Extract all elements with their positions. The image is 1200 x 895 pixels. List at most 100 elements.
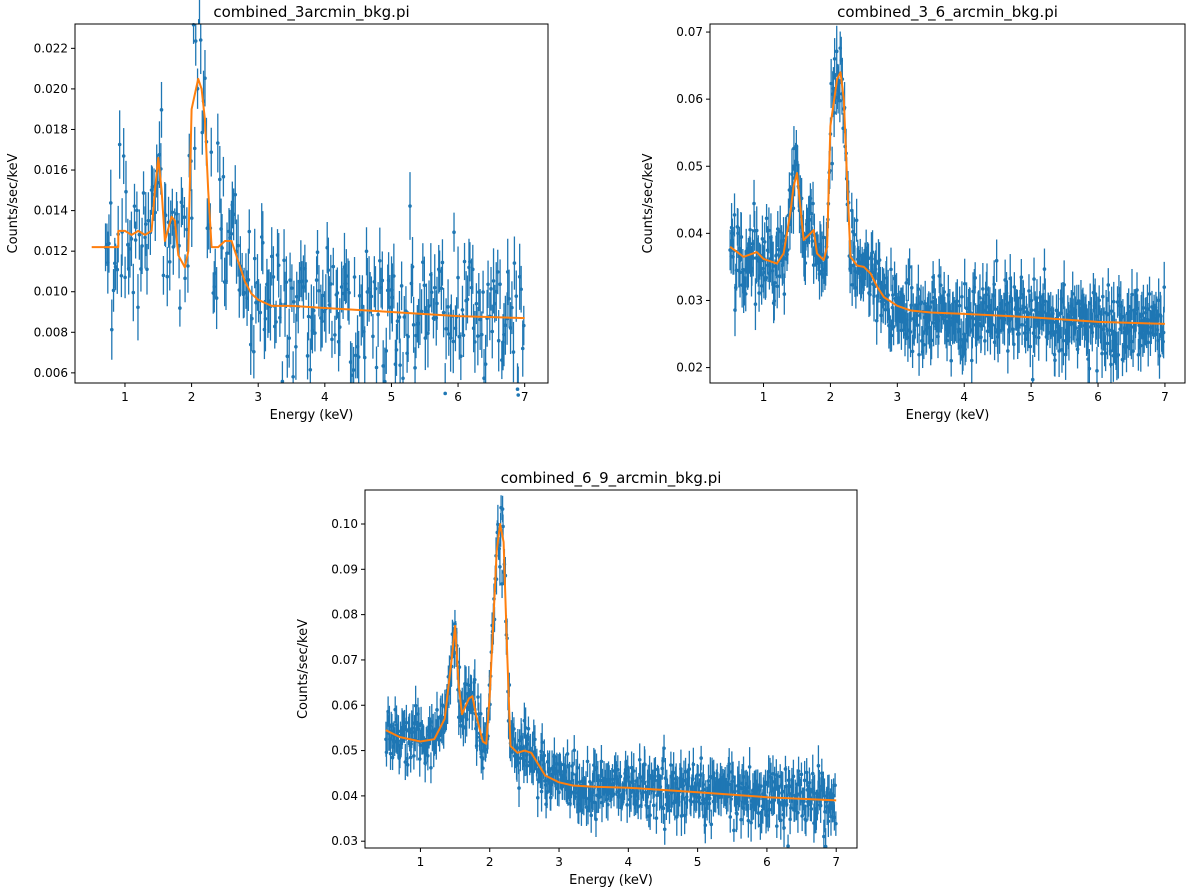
data-point bbox=[661, 806, 666, 811]
data-point bbox=[799, 196, 804, 201]
data-point bbox=[771, 772, 775, 776]
data-point bbox=[374, 365, 379, 370]
x-tick-label: 6 bbox=[763, 855, 771, 869]
data-point bbox=[747, 765, 752, 769]
data-point bbox=[496, 522, 500, 527]
data-point bbox=[726, 794, 730, 799]
data-point bbox=[315, 250, 320, 255]
data-point bbox=[159, 108, 164, 112]
data-point bbox=[1036, 335, 1041, 340]
data-point bbox=[709, 822, 714, 827]
data-point bbox=[572, 748, 577, 753]
data-point bbox=[983, 339, 987, 343]
data-point bbox=[889, 267, 893, 272]
data-point bbox=[697, 801, 702, 806]
data-point bbox=[466, 683, 471, 688]
data-point bbox=[778, 818, 783, 823]
data-point bbox=[917, 352, 921, 357]
data-point bbox=[333, 333, 337, 337]
data-point bbox=[589, 813, 594, 818]
data-point bbox=[834, 49, 839, 54]
data-point bbox=[990, 322, 995, 327]
data-point bbox=[757, 291, 761, 295]
data-point bbox=[1156, 298, 1161, 303]
data-point bbox=[498, 282, 502, 287]
data-point bbox=[889, 333, 894, 338]
data-point bbox=[782, 292, 787, 296]
axes-frame bbox=[74, 23, 549, 384]
data-point bbox=[178, 306, 182, 310]
data-point bbox=[220, 246, 224, 250]
data-point bbox=[728, 782, 732, 787]
data-point bbox=[419, 309, 424, 314]
data-point bbox=[931, 321, 936, 325]
data-point bbox=[928, 305, 933, 309]
data-point bbox=[868, 292, 872, 297]
data-point bbox=[261, 240, 265, 245]
data-point bbox=[729, 797, 733, 801]
data-point bbox=[850, 283, 854, 287]
data-point bbox=[960, 294, 964, 299]
data-point bbox=[175, 220, 179, 224]
data-point bbox=[444, 327, 448, 331]
data-point bbox=[410, 264, 415, 269]
data-point bbox=[507, 296, 511, 301]
x-tick-label: 3 bbox=[894, 390, 902, 404]
data-point bbox=[1146, 340, 1151, 345]
data-point bbox=[1012, 285, 1017, 289]
x-tick-label: 2 bbox=[188, 390, 196, 404]
data-point bbox=[165, 274, 170, 279]
data-point bbox=[606, 802, 610, 807]
data-point bbox=[489, 287, 493, 291]
data-point bbox=[314, 278, 319, 282]
data-point bbox=[1124, 345, 1129, 349]
data-point bbox=[1019, 275, 1024, 280]
y-tick-label: 0.04 bbox=[331, 789, 358, 803]
data-point bbox=[229, 231, 234, 236]
data-point bbox=[654, 816, 659, 820]
data-point bbox=[807, 218, 812, 222]
data-point bbox=[246, 278, 251, 282]
data-point bbox=[304, 279, 308, 283]
data-point bbox=[591, 788, 595, 793]
data-point bbox=[1054, 308, 1059, 313]
data-point bbox=[263, 316, 268, 321]
data-point bbox=[821, 235, 826, 240]
axes-frame bbox=[364, 489, 858, 849]
data-point bbox=[540, 740, 544, 745]
data-point bbox=[667, 808, 672, 813]
data-point bbox=[185, 227, 189, 232]
data-point bbox=[817, 272, 822, 276]
data-point bbox=[1006, 349, 1010, 353]
data-point bbox=[479, 332, 484, 337]
data-point bbox=[802, 799, 806, 804]
y-tick-label: 0.006 bbox=[34, 366, 68, 380]
data-point bbox=[401, 376, 405, 381]
y-tick-label: 0.012 bbox=[34, 244, 68, 258]
data-point bbox=[481, 290, 485, 294]
data-point bbox=[155, 180, 160, 185]
data-point bbox=[615, 767, 620, 772]
data-point bbox=[516, 393, 521, 397]
data-point bbox=[440, 260, 445, 265]
data-point bbox=[464, 682, 468, 686]
data-point bbox=[908, 330, 913, 334]
data-point bbox=[773, 280, 777, 285]
data-point bbox=[292, 300, 296, 304]
data-point bbox=[412, 754, 416, 758]
data-point bbox=[335, 291, 340, 295]
data-point bbox=[287, 336, 291, 340]
data-point bbox=[802, 778, 807, 783]
data-point bbox=[922, 342, 926, 347]
data-point bbox=[735, 812, 739, 816]
data-point bbox=[408, 755, 413, 760]
data-point bbox=[915, 323, 920, 327]
x-tick-label: 5 bbox=[1027, 390, 1035, 404]
data-point bbox=[198, 38, 203, 42]
data-point bbox=[478, 711, 483, 716]
data-point bbox=[1107, 328, 1112, 333]
y-tick-label: 0.07 bbox=[676, 25, 703, 39]
data-point bbox=[662, 746, 666, 751]
x-tick-label: 3 bbox=[555, 855, 563, 869]
data-point bbox=[441, 730, 446, 735]
